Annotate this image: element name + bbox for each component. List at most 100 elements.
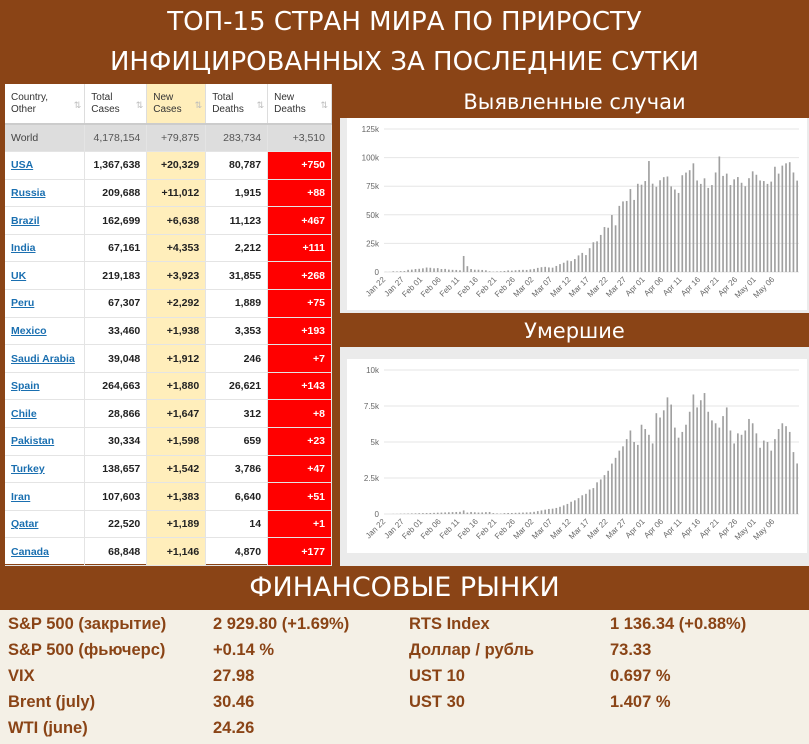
chart-bar: [633, 199, 635, 272]
cell-new-deaths: +143: [267, 372, 332, 401]
chart-bar: [625, 439, 628, 514]
country-link[interactable]: Canada: [11, 545, 49, 558]
country-link[interactable]: Qatar: [11, 518, 39, 531]
cell-new-deaths: +23: [267, 427, 332, 456]
cell-total-deaths: 2,212: [205, 234, 269, 263]
country-link[interactable]: Turkey: [11, 462, 45, 475]
chart-bar: [433, 268, 435, 272]
col-total-deaths[interactable]: Total Deaths ⇅: [205, 84, 269, 125]
chart-bar: [674, 189, 676, 272]
cell-new-deaths: +8: [267, 399, 332, 429]
y-tick-label: 5k: [371, 438, 380, 447]
chart-bar: [425, 267, 428, 272]
cell-country: USA: [5, 151, 86, 180]
chart-bar: [740, 434, 743, 514]
chart-bar: [718, 427, 721, 514]
chart-bar: [677, 192, 680, 272]
finance-value: 1 136.34 (+0.88%): [610, 615, 747, 633]
chart-bar: [522, 512, 524, 514]
cell-total-deaths: 3,786: [205, 455, 269, 484]
table-row: USA 1,367,638 +20,329 80,787 +750: [5, 151, 332, 180]
chart-bar: [410, 513, 413, 514]
country-link[interactable]: India: [11, 242, 36, 255]
finance-value: 30.46: [213, 693, 255, 711]
cell-new-cases: +1,146: [146, 537, 207, 566]
chart-bar: [485, 270, 487, 272]
chart-bar: [425, 513, 428, 514]
chart-bar: [685, 172, 687, 272]
col-label: Other: [11, 103, 37, 115]
cell-country: Saudi Arabia: [5, 344, 86, 373]
chart-bar: [662, 410, 665, 514]
chart-bar: [422, 268, 424, 272]
col-label: Deaths: [212, 103, 244, 115]
chart-bar: [507, 512, 509, 514]
chart-bar: [633, 442, 635, 514]
sort-desc-icon: ⇅: [194, 100, 203, 110]
country-link[interactable]: Spain: [11, 380, 40, 393]
chart-bar: [548, 267, 550, 272]
chart-bar: [522, 269, 524, 272]
country-link[interactable]: Pakistan: [11, 435, 55, 448]
country-link[interactable]: Chile: [11, 407, 37, 420]
chart-bar: [755, 433, 758, 514]
country-link[interactable]: USA: [11, 159, 34, 172]
chart-bar: [562, 262, 565, 272]
chart-bar: [718, 156, 721, 272]
chart-bar: [577, 255, 580, 272]
col-new-cases[interactable]: New Cases ⇅: [146, 84, 207, 125]
table-row: Mexico 33,460 +1,938 3,353 +193: [5, 317, 332, 346]
chart-bar: [533, 511, 535, 514]
cell-new-cases: +79,875: [146, 124, 207, 153]
cell-country: Pakistan: [5, 427, 86, 456]
chart-bar: [703, 393, 706, 514]
chart-bar: [451, 512, 454, 514]
chart-bar: [681, 431, 684, 514]
chart-bar: [762, 181, 765, 272]
country-link[interactable]: Brazil: [11, 214, 40, 227]
chart-bar: [592, 242, 595, 272]
col-label: New: [153, 91, 174, 103]
chart-bar: [688, 170, 691, 272]
col-country[interactable]: Country, Other ⇅: [5, 84, 86, 125]
country-link[interactable]: Saudi Arabia: [11, 352, 75, 365]
chart-bar: [514, 512, 517, 514]
x-tick-label: Mar 27: [604, 275, 628, 299]
x-tick-label: Apr 21: [698, 275, 721, 298]
cell-country: Qatar: [5, 510, 86, 539]
country-link[interactable]: UK: [11, 269, 27, 282]
col-new-deaths[interactable]: New Deaths ⇅: [267, 84, 332, 125]
chart-bar: [433, 512, 435, 514]
cell-new-deaths: +3,510: [267, 124, 332, 153]
cell-new-deaths: +47: [267, 455, 332, 484]
country-link[interactable]: Russia: [11, 186, 46, 199]
chart-bar: [622, 201, 624, 272]
country-link[interactable]: Mexico: [11, 324, 47, 337]
chart-bar: [696, 180, 698, 272]
y-tick-label: 0: [375, 268, 380, 277]
cell-new-cases: +3,923: [146, 261, 207, 291]
chart-bar: [592, 488, 595, 514]
chart-bar: [536, 511, 539, 514]
chart-bar: [485, 512, 487, 514]
chart-bar: [570, 501, 572, 514]
table-row: India 67,161 +4,353 2,212 +111: [5, 234, 332, 263]
cell-new-deaths: +467: [267, 206, 332, 235]
chart-bar: [585, 493, 587, 514]
col-total-cases[interactable]: Total Cases ⇅: [84, 84, 148, 125]
chart-bar: [699, 183, 702, 272]
cell-total-cases: 107,603: [84, 482, 148, 511]
country-link[interactable]: Iran: [11, 490, 31, 503]
chart-bar: [748, 418, 750, 514]
chart-bar: [422, 513, 424, 514]
cell-total-cases: 67,307: [84, 289, 148, 318]
chart-bar: [740, 182, 743, 272]
sort-icon: ⇅: [256, 100, 265, 110]
finance-label: RTS Index: [409, 615, 490, 633]
chart-bar: [666, 176, 669, 272]
chart-bar: [488, 511, 491, 514]
cell-total-cases: 162,699: [84, 206, 148, 235]
country-link[interactable]: Peru: [11, 297, 35, 310]
chart-bar: [618, 205, 621, 272]
y-tick-label: 10k: [366, 366, 380, 375]
